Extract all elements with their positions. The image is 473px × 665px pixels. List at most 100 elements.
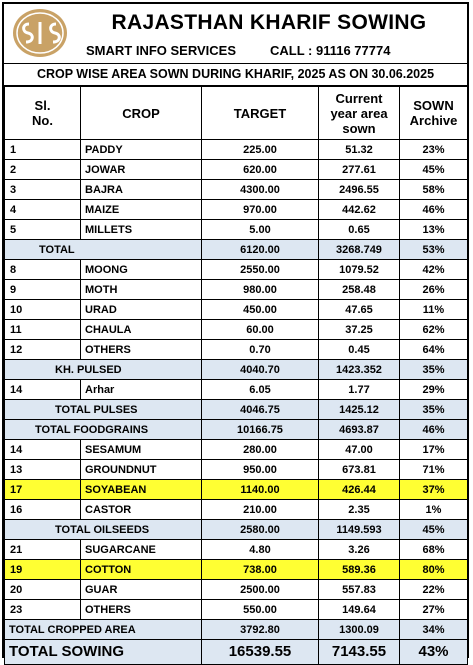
row-target: 3792.80 [201,619,319,640]
col-sl-no: Sl. No. [4,86,81,140]
row-sl-no: 13 [4,459,81,480]
row-target: 60.00 [201,319,319,340]
table-row: 14 Arhar 6.05 1.77 29% [4,379,468,400]
row-sown-pct: 45% [399,519,468,540]
grand-total-row: TOTAL SOWING 16539.55 7143.55 43% [4,639,468,665]
subtotal-row: TOTAL OILSEEDS 2580.00 1149.593 45% [4,519,468,540]
row-target: 4040.70 [201,359,319,380]
row-target: 2550.00 [201,259,319,280]
row-target: 2580.00 [201,519,319,540]
table-row: 10 URAD 450.00 47.65 11% [4,299,468,320]
row-target: 2500.00 [201,579,319,600]
subtotal-label: TOTAL FOODGRAINS [4,419,202,440]
table-row: 5 MILLETS 5.00 0.65 13% [4,219,468,240]
row-target: 6.05 [201,379,319,400]
row-sown-pct: 80% [399,559,468,580]
row-current-sown: 0.65 [318,219,400,240]
row-target: 1140.00 [201,479,319,500]
row-target: 225.00 [201,139,319,160]
row-current-sown: 3.26 [318,539,400,560]
row-crop-name: SOYABEAN [80,479,202,500]
row-sown-pct: 46% [399,199,468,220]
table-row: 12 OTHERS 0.70 0.45 64% [4,339,468,360]
row-current-sown: 37.25 [318,319,400,340]
row-sown-pct: 22% [399,579,468,600]
row-crop-name: MOTH [80,279,202,300]
row-sl-no: 16 [4,499,81,520]
row-target: 210.00 [201,499,319,520]
col-crop: CROP [80,86,202,140]
report-header: RAJASTHAN KHARIF SOWING SMART INFO SERVI… [4,4,467,64]
row-crop-name: MOONG [80,259,202,280]
table-row: 17 SOYABEAN 1140.00 426.44 37% [4,479,468,500]
row-crop-name: COTTON [80,559,202,580]
row-target: 620.00 [201,159,319,180]
row-target: 280.00 [201,439,319,460]
row-target: 4046.75 [201,399,319,420]
row-crop-name: GUAR [80,579,202,600]
row-sown-pct: 1% [399,499,468,520]
report-main-title: RAJASTHAN KHARIF SOWING [111,11,427,34]
row-target: 980.00 [201,279,319,300]
row-sl-no: 14 [4,379,81,400]
row-current-sown: 3268.749 [318,239,400,260]
row-crop-name: CHAULA [80,319,202,340]
table-row: 19 COTTON 738.00 589.36 80% [4,559,468,580]
row-current-sown: 1423.352 [318,359,400,380]
table-row: 9 MOTH 980.00 258.48 26% [4,279,468,300]
table-row: 23 OTHERS 550.00 149.64 27% [4,599,468,620]
table-row: 3 BAJRA 4300.00 2496.55 58% [4,179,468,200]
row-target: 738.00 [201,559,319,580]
row-sown-pct: 64% [399,339,468,360]
row-crop-name: Arhar [80,379,202,400]
row-current-sown: 557.83 [318,579,400,600]
subtotal-row: TOTAL FOODGRAINS 10166.75 4693.87 46% [4,419,468,440]
row-sl-no: 14 [4,439,81,460]
row-current-sown: 2496.55 [318,179,400,200]
table-row: 16 CASTOR 210.00 2.35 1% [4,499,468,520]
table-row: 4 MAIZE 970.00 442.62 46% [4,199,468,220]
row-sown-pct: 53% [399,239,468,260]
row-current-sown: 1.77 [318,379,400,400]
grand-total-label: TOTAL SOWING [4,639,202,665]
row-current-sown: 277.61 [318,159,400,180]
row-sl-no: 11 [4,319,81,340]
row-current-sown: 1425.12 [318,399,400,420]
row-crop-name: PADDY [80,139,202,160]
crop-area-table: Sl. No. CROP TARGET Current year area so… [4,86,468,665]
table-row: 21 SUGARCANE 4.80 3.26 68% [4,539,468,560]
row-current-sown: 47.00 [318,439,400,460]
row-current-sown: 442.62 [318,199,400,220]
row-sl-no: 17 [4,479,81,500]
row-sl-no: 10 [4,299,81,320]
table-header-row: Sl. No. CROP TARGET Current year area so… [4,86,468,140]
row-sown-pct: 58% [399,179,468,200]
row-sown-pct: 45% [399,159,468,180]
row-target: 450.00 [201,299,319,320]
row-sown-pct: 71% [399,459,468,480]
report-subtitle: CROP WISE AREA SOWN DURING KHARIF, 2025 … [4,64,467,86]
row-sown-pct: 46% [399,419,468,440]
row-current-sown: 673.81 [318,459,400,480]
row-current-sown: 51.32 [318,139,400,160]
subtotal-label: TOTAL OILSEEDS [4,519,202,540]
row-target: 950.00 [201,459,319,480]
table-row: 14 SESAMUM 280.00 47.00 17% [4,439,468,460]
row-sown-pct: 35% [399,359,468,380]
row-sl-no: 8 [4,259,81,280]
row-current-sown: 149.64 [318,599,400,620]
row-sl-no: 3 [4,179,81,200]
row-sown-pct: 37% [399,479,468,500]
row-sown-pct: 42% [399,259,468,280]
row-crop-name: CASTOR [80,499,202,520]
row-sown-pct: 27% [399,599,468,620]
col-current-year-area-sown: Current year area sown [318,86,400,140]
row-current-sown: 258.48 [318,279,400,300]
table-row: 11 CHAULA 60.00 37.25 62% [4,319,468,340]
contact-phone: CALL : 91116 77774 [270,43,391,58]
row-sown-pct: 13% [399,219,468,240]
row-current-sown: 1300.09 [318,619,400,640]
row-sl-no: 5 [4,219,81,240]
row-current-sown: 426.44 [318,479,400,500]
